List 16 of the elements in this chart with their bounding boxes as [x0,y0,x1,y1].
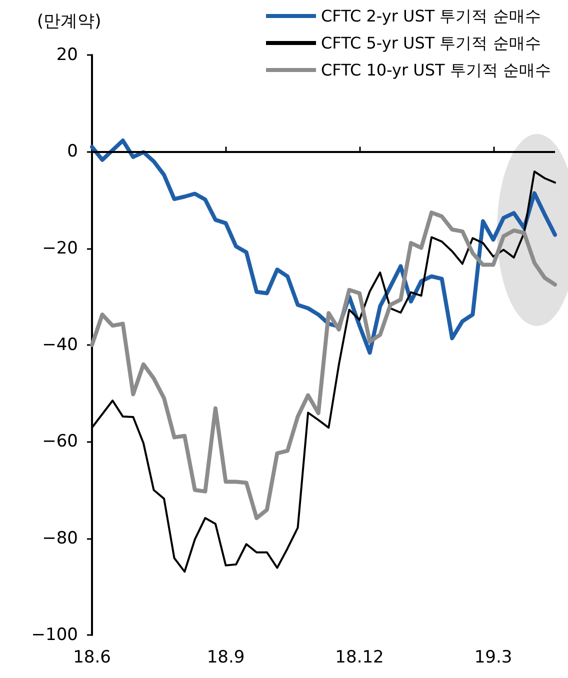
y-tick-label: −80 [42,528,78,548]
legend-label: CFTC 5-yr UST 투기적 순매수 [321,34,541,52]
y-axis-title: (만계약) [37,12,102,32]
y-tick-label: 0 [67,142,78,162]
x-tick-label: 18.12 [335,648,384,668]
legend-label: CFTC 10-yr UST 투기적 순매수 [321,60,551,80]
y-tick-label: −100 [31,625,78,645]
x-tick-label: 18.9 [206,648,245,668]
legend-label: CFTC 2-yr UST 투기적 순매수 [321,6,541,26]
y-tick-label: −20 [42,238,78,258]
x-tick-label: 18.6 [73,648,111,668]
y-tick-label: 20 [56,45,78,65]
line-series [90,210,557,520]
y-tick-label: −40 [42,335,78,355]
x-tick-label: 19.3 [474,648,512,668]
y-tick-label: −60 [42,432,78,452]
